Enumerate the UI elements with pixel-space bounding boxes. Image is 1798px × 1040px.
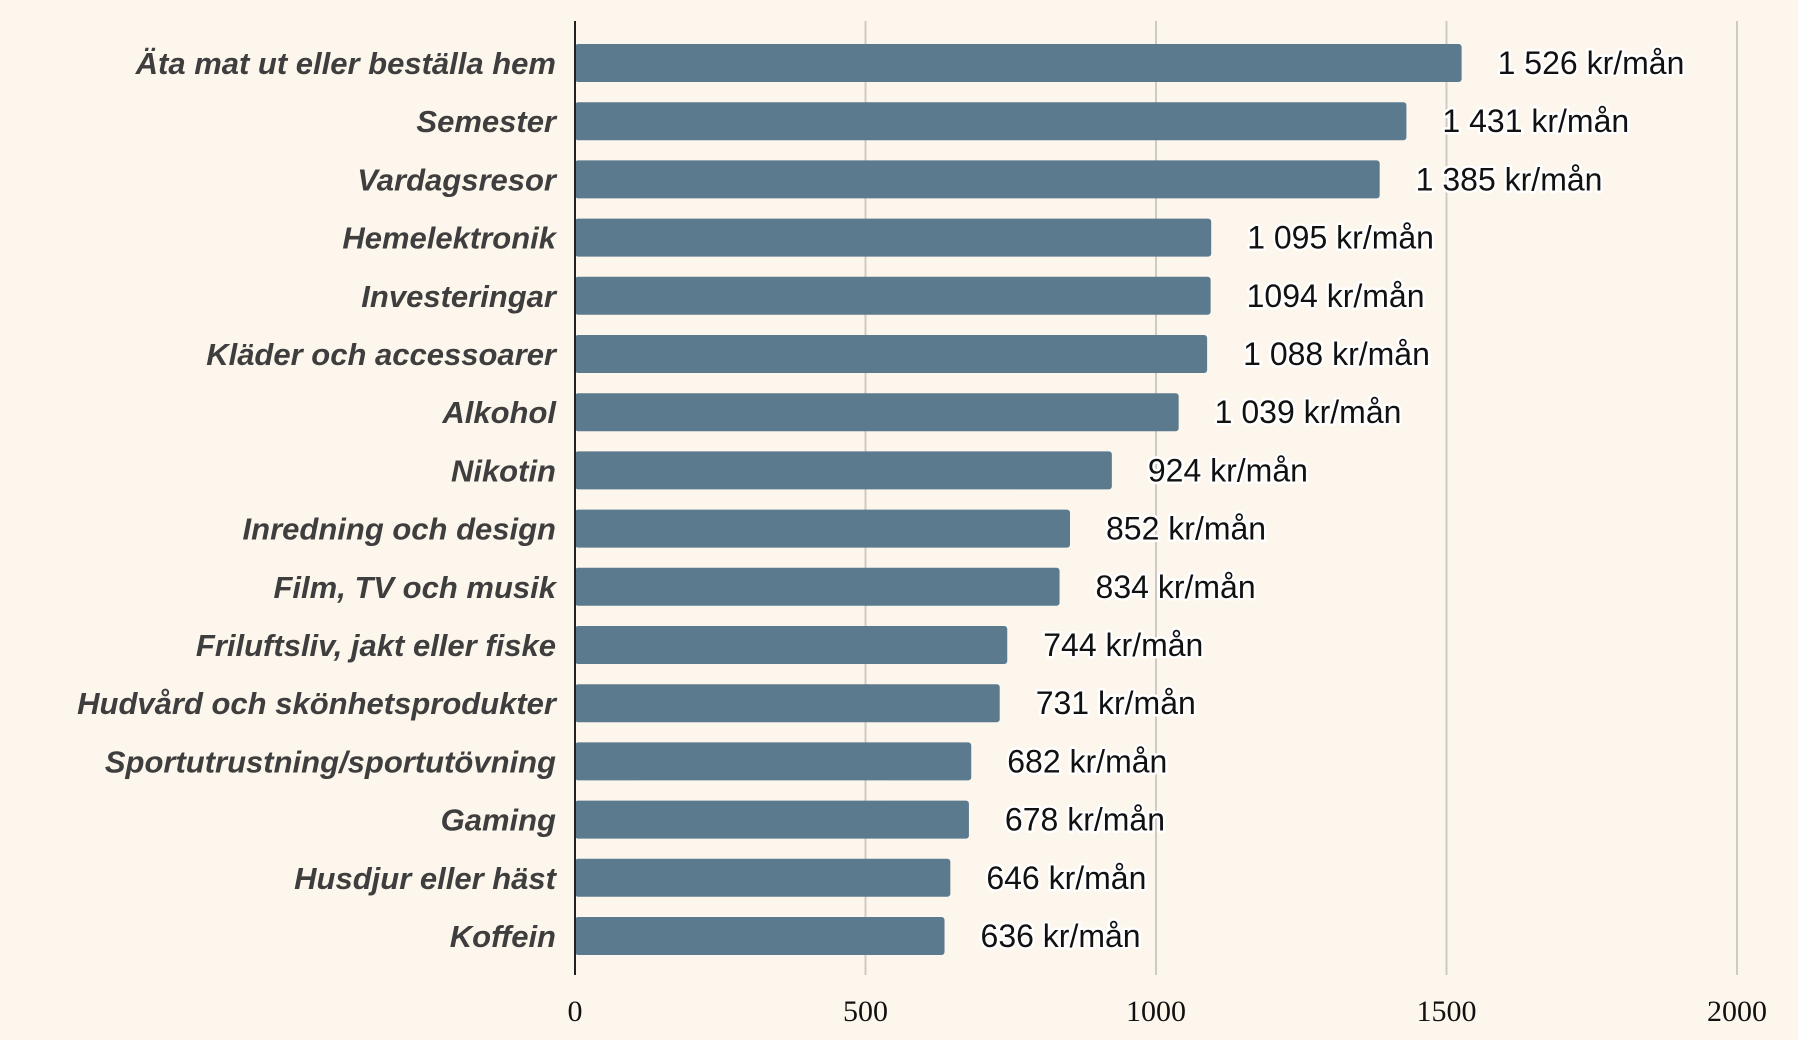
bar: [575, 276, 1211, 315]
category-label: Friluftsliv, jakt eller fiske: [196, 628, 556, 663]
bar: [575, 44, 1462, 82]
x-tick-label: 0: [568, 995, 583, 1028]
data-label: 1 431 kr/mån: [1442, 103, 1629, 139]
data-label: 646 kr/mån: [986, 860, 1146, 896]
category-label: Husdjur eller häst: [294, 861, 558, 896]
data-label: 1094 kr/mån: [1247, 278, 1425, 314]
bar: [575, 451, 1112, 490]
data-label: 1 039 kr/mån: [1215, 394, 1402, 430]
data-label: 682 kr/mån: [1007, 743, 1167, 779]
data-label: 852 kr/mån: [1106, 511, 1266, 547]
bar: [575, 684, 1000, 723]
category-label: Sportutrustning/sportutövning: [105, 744, 556, 779]
category-label: Semester: [416, 104, 558, 139]
category-label: Kläder och accessoarer: [206, 337, 558, 372]
category-label: Äta mat ut eller beställa hem: [135, 46, 556, 81]
bar: [575, 858, 951, 897]
bar: [575, 335, 1208, 373]
bar: [575, 626, 1008, 664]
bar: [575, 102, 1407, 141]
bar: [575, 218, 1212, 257]
bar: [575, 567, 1060, 606]
data-label: 1 088 kr/mån: [1243, 336, 1430, 372]
data-label: 1 095 kr/mån: [1247, 220, 1434, 256]
category-label: Nikotin: [451, 453, 556, 488]
data-label: 731 kr/mån: [1036, 685, 1196, 721]
x-tick-label: 2000: [1707, 995, 1767, 1028]
bar: [575, 742, 972, 781]
data-label: 636 kr/mån: [981, 918, 1141, 954]
category-label: Inredning och design: [243, 512, 556, 547]
bar: [575, 160, 1380, 199]
x-tick-label: 1000: [1126, 995, 1186, 1028]
bar: [575, 917, 945, 955]
data-label: 1 526 kr/mån: [1498, 45, 1685, 81]
category-label: Film, TV och musik: [274, 570, 558, 605]
category-label: Hemelektronik: [342, 221, 557, 256]
category-label: Vardagsresor: [357, 162, 558, 197]
data-label: 1 385 kr/mån: [1416, 161, 1603, 197]
category-label: Hudvård och skönhetsprodukter: [77, 686, 558, 721]
x-tick-label: 1500: [1417, 995, 1477, 1028]
x-tick-label: 500: [843, 995, 888, 1028]
bar: [575, 393, 1179, 432]
category-label: Koffein: [450, 919, 556, 954]
data-label: 834 kr/mån: [1096, 569, 1256, 605]
category-label: Gaming: [441, 803, 556, 838]
data-label: 924 kr/mån: [1148, 452, 1308, 488]
category-label: Alkohol: [441, 395, 557, 430]
bar: [575, 509, 1071, 548]
bar: [575, 800, 969, 839]
category-label: Investeringar: [361, 279, 558, 314]
data-label: 744 kr/mån: [1043, 627, 1203, 663]
data-label: 678 kr/mån: [1005, 802, 1165, 838]
